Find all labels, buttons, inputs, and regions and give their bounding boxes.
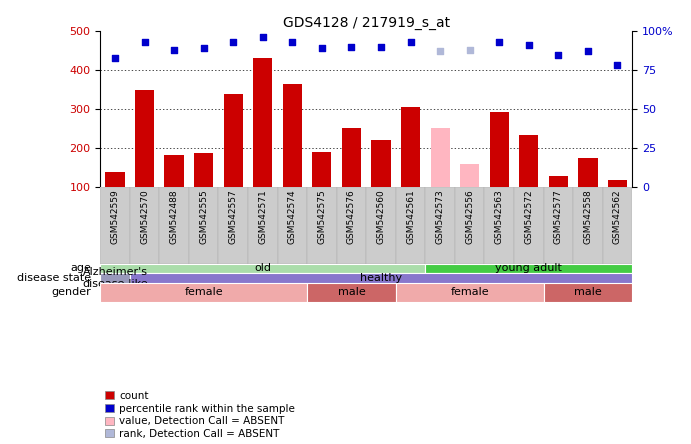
Bar [135, 90, 154, 226]
Text: GSM542560: GSM542560 [377, 190, 386, 244]
Text: GSM542562: GSM542562 [613, 190, 622, 244]
Bar [519, 135, 538, 226]
Bar [608, 180, 627, 226]
Point [464, 46, 475, 53]
Bar [224, 95, 243, 226]
Text: age: age [70, 263, 91, 274]
Bar [366, 187, 396, 264]
Bar [312, 152, 332, 226]
Bar [396, 283, 544, 302]
Bar [455, 187, 484, 264]
Point [287, 39, 298, 46]
Point [583, 48, 594, 55]
Bar [337, 187, 366, 264]
Polygon shape [96, 277, 100, 279]
Bar [426, 264, 632, 273]
Bar [430, 127, 450, 226]
Bar [100, 187, 130, 264]
Bar [544, 283, 632, 302]
Text: GSM542559: GSM542559 [111, 190, 120, 244]
Bar [283, 84, 302, 226]
Point [169, 46, 180, 53]
Text: GSM542556: GSM542556 [465, 190, 474, 244]
Text: disease state: disease state [17, 273, 91, 283]
Bar [342, 128, 361, 226]
Point [257, 34, 268, 41]
Bar [160, 187, 189, 264]
Bar [371, 140, 390, 226]
Text: GSM542557: GSM542557 [229, 190, 238, 244]
Point [405, 39, 416, 46]
Bar [460, 164, 480, 226]
Bar [514, 187, 544, 264]
Point [553, 51, 564, 58]
Bar [603, 187, 632, 264]
Bar [490, 112, 509, 226]
Text: GSM542563: GSM542563 [495, 190, 504, 244]
Bar [544, 187, 573, 264]
Bar [218, 187, 248, 264]
Text: GSM542555: GSM542555 [199, 190, 208, 244]
Text: GSM542558: GSM542558 [583, 190, 592, 244]
Bar [100, 264, 426, 273]
Bar [105, 172, 124, 226]
Bar [401, 107, 420, 226]
Text: GSM542570: GSM542570 [140, 190, 149, 244]
Bar [396, 187, 426, 264]
Bar [253, 59, 272, 226]
Text: GSM542571: GSM542571 [258, 190, 267, 244]
Bar [578, 158, 598, 226]
Text: young adult: young adult [495, 263, 562, 274]
Polygon shape [96, 267, 100, 270]
Bar [426, 187, 455, 264]
Text: male: male [574, 287, 602, 297]
Text: GSM542577: GSM542577 [554, 190, 563, 244]
Bar [189, 187, 218, 264]
Legend: count, percentile rank within the sample, value, Detection Call = ABSENT, rank, : count, percentile rank within the sample… [106, 391, 295, 439]
Point [346, 43, 357, 50]
Bar [130, 187, 160, 264]
Bar [307, 283, 396, 302]
Bar [194, 153, 214, 226]
Text: female: female [184, 287, 223, 297]
Point [375, 43, 386, 50]
Point [227, 39, 239, 46]
Title: GDS4128 / 217919_s_at: GDS4128 / 217919_s_at [283, 16, 450, 30]
Text: GSM542572: GSM542572 [524, 190, 533, 244]
Point [612, 62, 623, 69]
Point [139, 39, 150, 46]
Bar [278, 187, 307, 264]
Text: Alzheimer's
disease-like: Alzheimer's disease-like [82, 267, 148, 289]
Polygon shape [96, 289, 100, 295]
Point [109, 54, 120, 61]
Bar [573, 187, 603, 264]
Point [198, 45, 209, 52]
Bar [248, 187, 278, 264]
Text: female: female [451, 287, 489, 297]
Text: GSM542574: GSM542574 [288, 190, 297, 244]
Point [523, 42, 534, 49]
Text: GSM542561: GSM542561 [406, 190, 415, 244]
Text: GSM542576: GSM542576 [347, 190, 356, 244]
Text: old: old [254, 263, 272, 274]
Text: male: male [338, 287, 366, 297]
Bar [549, 176, 568, 226]
Bar [307, 187, 337, 264]
Bar [130, 273, 632, 283]
Bar [100, 273, 130, 283]
Text: GSM542573: GSM542573 [435, 190, 444, 244]
Text: GSM542488: GSM542488 [169, 190, 178, 244]
Text: GSM542575: GSM542575 [317, 190, 326, 244]
Bar [164, 155, 184, 226]
Bar [484, 187, 514, 264]
Text: healthy: healthy [360, 273, 402, 283]
Point [493, 39, 504, 46]
Point [316, 45, 328, 52]
Text: gender: gender [52, 287, 91, 297]
Bar [100, 283, 307, 302]
Point [435, 48, 446, 55]
